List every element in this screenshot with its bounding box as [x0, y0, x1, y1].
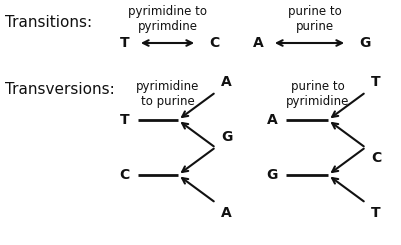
Text: purine to
pyrimidine: purine to pyrimidine — [286, 80, 349, 108]
Text: G: G — [266, 168, 277, 182]
Text: T: T — [370, 206, 380, 220]
Text: A: A — [267, 113, 277, 127]
Text: G: G — [358, 36, 369, 50]
Text: pyrimidine to
pyrimdine: pyrimidine to pyrimdine — [128, 5, 207, 33]
Text: T: T — [120, 36, 130, 50]
Text: C: C — [209, 36, 219, 50]
Text: A: A — [221, 75, 231, 89]
Text: pyrimidine
to purine: pyrimidine to purine — [136, 80, 199, 108]
Text: Transversions:: Transversions: — [5, 82, 114, 97]
Text: Transitions:: Transitions: — [5, 15, 92, 30]
Text: C: C — [119, 168, 130, 182]
Text: A: A — [253, 36, 263, 50]
Text: C: C — [370, 151, 380, 165]
Text: T: T — [370, 75, 380, 89]
Text: purine to
purine: purine to purine — [288, 5, 341, 33]
Text: G: G — [221, 130, 232, 144]
Text: A: A — [221, 206, 231, 220]
Text: T: T — [120, 113, 130, 127]
